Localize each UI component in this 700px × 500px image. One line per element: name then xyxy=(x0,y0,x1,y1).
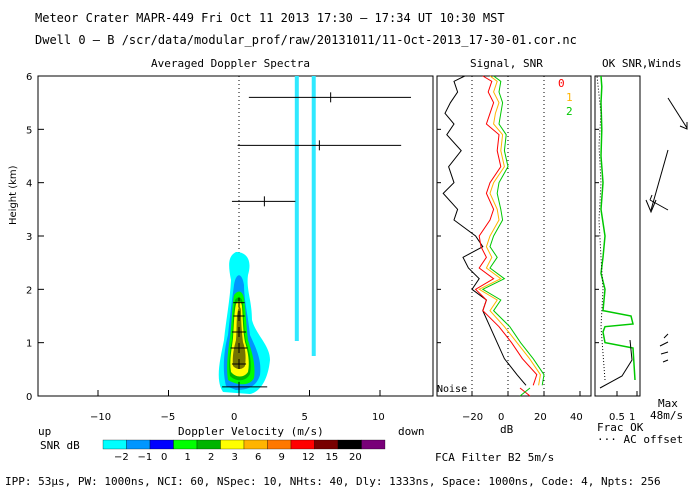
doppler-tick-label: 5 xyxy=(302,412,308,423)
signal-series-noise xyxy=(442,75,527,386)
db-tick-label: 20 xyxy=(534,412,547,423)
snr-value: 6 xyxy=(255,452,261,463)
wind-barb xyxy=(650,149,669,211)
interference-lines xyxy=(294,76,316,356)
snr-value: 9 xyxy=(279,452,285,463)
frac-ok-label: Frac OK xyxy=(597,421,644,434)
signal-legend-0: 0 xyxy=(558,77,565,90)
signal-series-2 xyxy=(481,75,545,386)
height-tick-label: 3 xyxy=(26,232,32,243)
height-tick-label: 5 xyxy=(26,125,32,136)
db-axis-label: dB xyxy=(500,423,514,436)
snr-legend-label: SNR dB xyxy=(40,439,80,452)
up-label: up xyxy=(38,425,52,438)
footer-params: IPP: 53μs, PW: 1000ns, NCI: 60, NSpec: 1… xyxy=(5,475,661,488)
wind-barb-head xyxy=(679,122,688,130)
fca-filter-label: FCA Filter B2 5m/s xyxy=(435,451,555,464)
doppler-tick-label: −10 xyxy=(90,412,111,423)
noise-label: Noise xyxy=(437,384,468,395)
snr-swatch xyxy=(102,439,127,450)
frac-tick-label: 1 xyxy=(629,412,635,423)
spectra-panel-title: Averaged Doppler Spectra xyxy=(151,57,310,70)
snr-swatch xyxy=(126,439,151,450)
max-value: 48m/s xyxy=(650,409,684,422)
db-tick-label: −20 xyxy=(462,412,483,423)
snr-swatch xyxy=(267,439,292,450)
snr-swatch xyxy=(314,439,339,450)
wind-barb xyxy=(663,333,669,339)
ok-series-ac-offset xyxy=(596,75,606,381)
wind-barb xyxy=(659,341,669,347)
wind-barb-head xyxy=(645,199,657,214)
ok-snr-line xyxy=(599,339,633,389)
snr-value: 0 xyxy=(161,452,167,463)
db-axis: −20 0 20 40 xyxy=(462,391,583,423)
wind-barb xyxy=(667,97,688,129)
interference-line xyxy=(294,76,299,341)
snr-swatch xyxy=(337,439,362,450)
snr-value: 15 xyxy=(326,452,339,463)
surface-mark xyxy=(519,387,531,397)
snr-color-legend: −2 −1 0 1 2 3 6 9 12 15 20 xyxy=(102,439,386,463)
snr-swatch xyxy=(361,439,386,450)
db-tick-label: 0 xyxy=(498,412,504,423)
height-tick-label: 4 xyxy=(26,179,32,190)
signal-legend-2: 2 xyxy=(566,105,573,118)
frac-tick-label: 0.5 xyxy=(609,412,625,423)
snr-swatch xyxy=(196,439,221,450)
down-label: down xyxy=(398,425,425,438)
signal-legend-1: 1 xyxy=(566,91,573,104)
signal-frame xyxy=(436,75,592,397)
wind-barb xyxy=(662,359,669,363)
height-axis-label: Height (km) xyxy=(8,165,19,225)
height-tick-label: 6 xyxy=(26,72,32,83)
frac-axis: 0.5 1 xyxy=(609,391,638,423)
snr-swatch xyxy=(220,439,245,450)
snr-value: 3 xyxy=(232,452,238,463)
snr-swatch xyxy=(149,439,174,450)
snr-value: 2 xyxy=(208,452,214,463)
header-file-path: Dwell 0 – B /scr/data/modular_prof/raw/2… xyxy=(35,33,577,47)
ok-panel-title: OK SNR,Winds xyxy=(602,57,682,70)
max-label: Max xyxy=(658,397,678,410)
signal-series-1 xyxy=(478,75,541,386)
snr-swatch xyxy=(173,439,198,450)
wind-barb xyxy=(660,351,669,355)
spectral-blob xyxy=(218,252,270,394)
ok-series-frac-ok xyxy=(600,75,636,381)
wind-barbs xyxy=(645,97,688,363)
signal-panel-title: Signal, SNR xyxy=(470,57,543,70)
snr-value: −1 xyxy=(138,452,153,463)
height-tick-label: 0 xyxy=(26,392,32,403)
ac-offset-label: ··· AC offset xyxy=(597,433,684,446)
radial-velocity-bars xyxy=(222,92,412,392)
snr-value: 1 xyxy=(185,452,191,463)
doppler-tick-label: 10 xyxy=(372,412,385,423)
ok-series xyxy=(596,75,636,389)
doppler-tick-label: −5 xyxy=(161,412,176,423)
doppler-axis: −10 −5 0 5 10 xyxy=(90,390,385,423)
db-tick-label: 40 xyxy=(570,412,583,423)
height-tick-label: 1 xyxy=(26,339,32,350)
doppler-axis-label: Doppler Velocity (m/s) xyxy=(178,425,324,438)
header-title: Meteor Crater MAPR-449 Fri Oct 11 2013 1… xyxy=(35,11,505,25)
signal-dotted-lines xyxy=(471,76,545,396)
snr-swatch xyxy=(290,439,315,450)
snr-swatch xyxy=(243,439,268,450)
doppler-tick-label: 0 xyxy=(231,412,237,423)
interference-line xyxy=(311,76,316,356)
signal-series-0 xyxy=(474,75,538,386)
signal-series xyxy=(442,75,545,397)
wind-barb xyxy=(649,199,669,211)
height-tick-label: 2 xyxy=(26,285,32,296)
wind-barb xyxy=(649,194,653,201)
snr-value: 20 xyxy=(349,452,362,463)
snr-value: −2 xyxy=(114,452,129,463)
snr-value: 12 xyxy=(302,452,315,463)
